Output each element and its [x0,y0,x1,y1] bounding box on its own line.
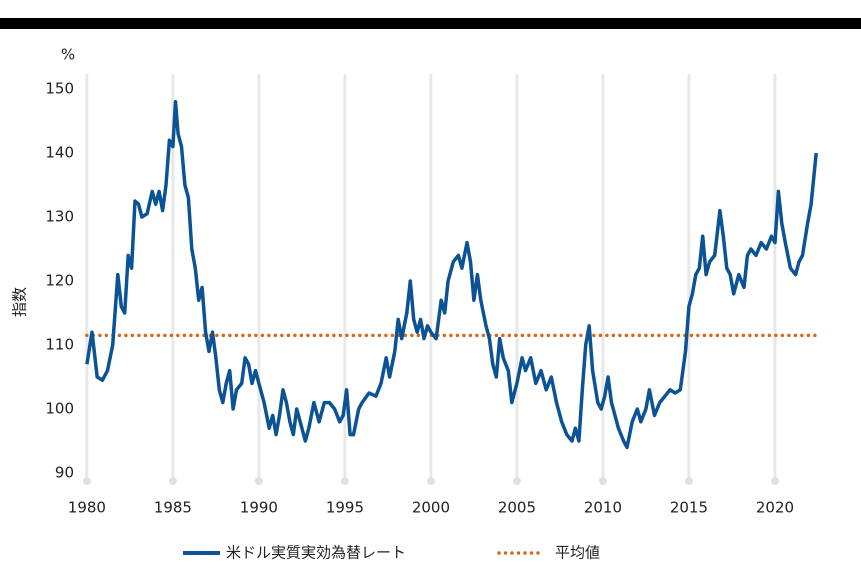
tick-dot [426,477,435,485]
y-tick-label: 110 [45,336,74,354]
tick-dot [168,477,177,485]
x-tick-label: 2010 [584,499,622,517]
y-tick-label: 130 [45,208,74,226]
y-tick-label: 100 [45,400,74,418]
y-tick-label: 150 [45,80,74,98]
y-axis-label: 指数 [11,287,29,317]
x-tick-label: 1995 [326,499,364,517]
top-bar [0,18,861,29]
y-tick-label: 120 [45,272,74,290]
x-tick-label: 2015 [670,499,708,517]
x-tick-label: 1980 [68,499,106,517]
data-line [85,100,818,450]
y-unit: % [61,46,75,64]
tick-dot [512,477,521,485]
tick-dot [598,477,607,485]
legend-label: 平均値 [555,544,600,562]
x-tick-label: 2005 [498,499,536,517]
legend-label: 米ドル実質実効為替レート [226,544,406,562]
tick-dot [340,477,349,485]
x-tick-label: 1990 [240,499,278,517]
y-tick-label: 140 [45,144,74,162]
tick-dot [770,477,779,485]
tick-dot [82,477,91,485]
tick-dot [684,477,693,485]
x-tick-label: 2000 [412,499,450,517]
x-tick-label: 1985 [154,499,192,517]
x-tick-label: 2020 [756,499,794,517]
y-tick-label: 90 [55,464,74,482]
tick-dot [254,477,263,485]
